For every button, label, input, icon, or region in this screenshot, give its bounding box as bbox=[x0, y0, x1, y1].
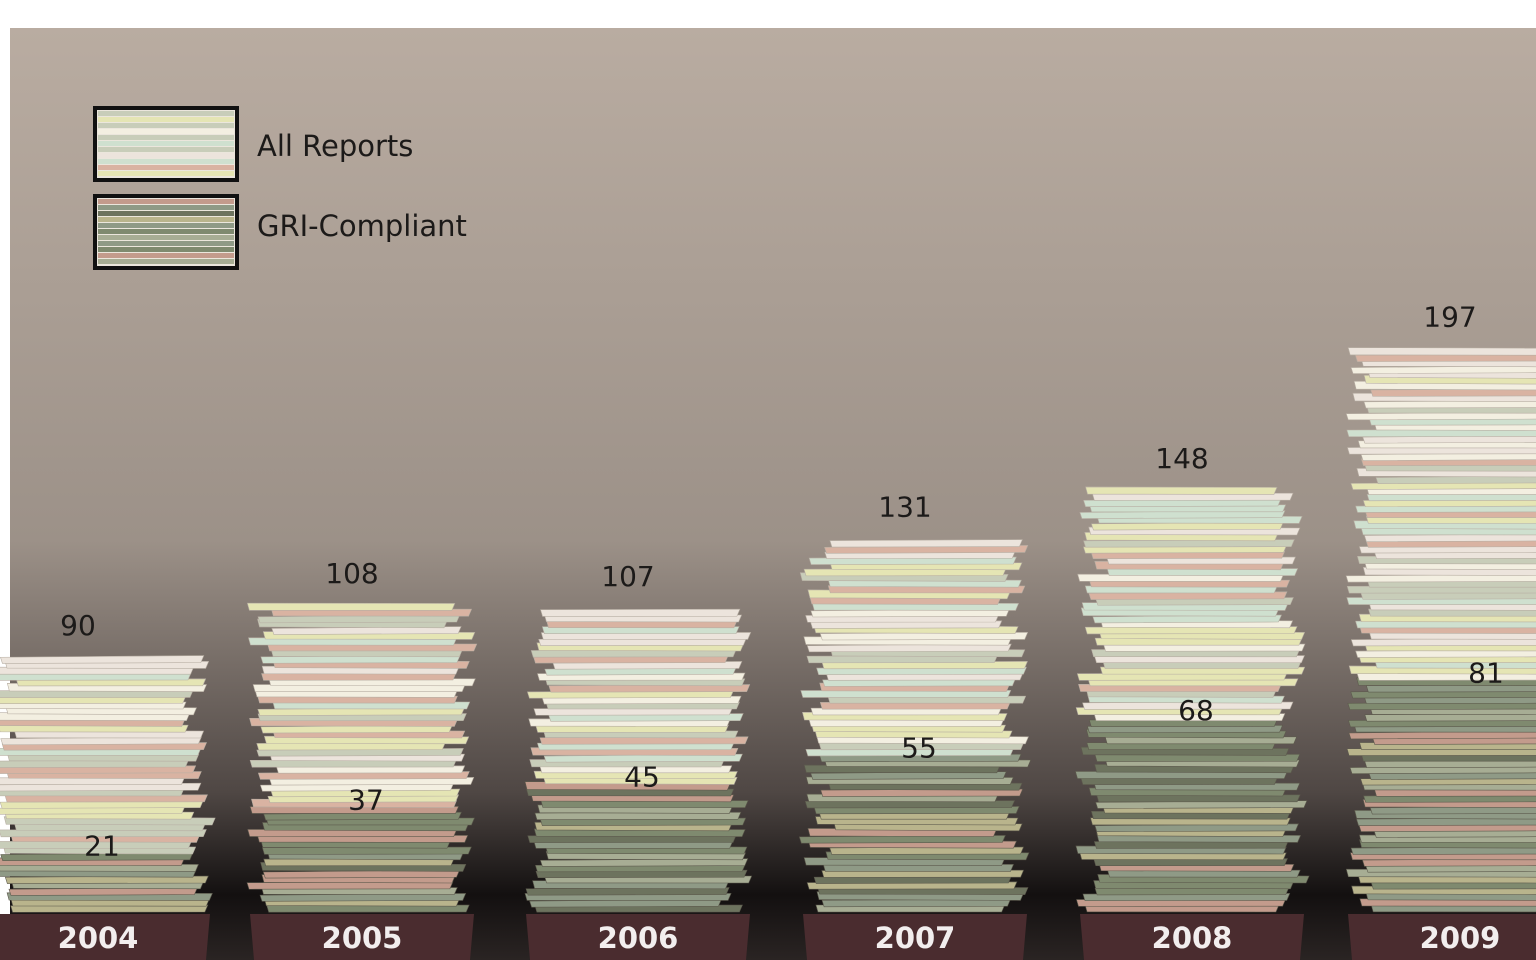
report-sheet bbox=[0, 655, 205, 664]
data-label-gri-compliant-2007: 55 bbox=[901, 732, 937, 765]
report-sheet bbox=[829, 539, 1023, 548]
report-sheet bbox=[540, 608, 741, 617]
swatch-sheet bbox=[98, 247, 234, 252]
year-band-2006 bbox=[526, 914, 750, 960]
year-band-2009 bbox=[1348, 914, 1536, 960]
tick-label-2009: 2009 bbox=[1420, 921, 1501, 955]
legend: All Reports GRI-Compliant bbox=[93, 106, 467, 270]
swatch-sheet bbox=[98, 253, 234, 258]
swatch-sheet bbox=[98, 229, 234, 234]
stack-2006 bbox=[524, 608, 753, 960]
data-label-gri-compliant-2004: 21 bbox=[84, 830, 120, 863]
swatch-sheet bbox=[98, 217, 234, 222]
legend-item-all-reports: All Reports bbox=[93, 106, 413, 182]
swatch-sheet bbox=[98, 235, 234, 240]
data-label-gri-compliant-2009: 81 bbox=[1468, 657, 1504, 690]
swatch-sheet bbox=[98, 241, 234, 246]
report-sheet bbox=[1347, 347, 1536, 356]
year-band-2004 bbox=[0, 914, 210, 960]
stack-2008 bbox=[1075, 486, 1310, 960]
report-sheet bbox=[1085, 486, 1278, 495]
swatch-sheet bbox=[98, 205, 234, 210]
tick-label-2005: 2005 bbox=[322, 921, 403, 955]
paper-stack-dark-swatch bbox=[93, 194, 239, 270]
swatch-sheet bbox=[98, 153, 234, 158]
stack-2005 bbox=[246, 602, 478, 960]
data-label-gri-compliant-2006: 45 bbox=[624, 760, 660, 793]
tick-label-2008: 2008 bbox=[1152, 921, 1233, 955]
data-label-gri-compliant-2008: 68 bbox=[1178, 694, 1214, 727]
data-label-all-reports-2007: 131 bbox=[878, 491, 931, 524]
swatch-sheet bbox=[98, 135, 234, 140]
legend-item-gri-compliant: GRI-Compliant bbox=[93, 194, 467, 270]
data-label-all-reports-2006: 107 bbox=[601, 560, 654, 593]
paper-stack-light-swatch bbox=[93, 106, 239, 182]
swatch-sheet bbox=[98, 159, 234, 164]
tick-label-2004: 2004 bbox=[58, 921, 139, 955]
report-sheet bbox=[246, 602, 456, 611]
swatch-sheet bbox=[98, 129, 234, 134]
labels-layer: 2004 90 21 2005 108 37 2006 107 45 2007 131 55 2008 1… bbox=[58, 301, 1504, 955]
stack-2007 bbox=[798, 539, 1032, 960]
year-band-2005 bbox=[250, 914, 474, 960]
swatch-sheet bbox=[98, 223, 234, 228]
swatch-sheet bbox=[98, 211, 234, 216]
legend-label-gri-compliant: GRI-Compliant bbox=[257, 209, 467, 243]
data-label-all-reports-2005: 108 bbox=[325, 557, 378, 590]
swatch-sheet bbox=[98, 259, 234, 264]
tick-label-2006: 2006 bbox=[598, 921, 679, 955]
data-label-all-reports-2004: 90 bbox=[60, 609, 96, 642]
legend-label-all-reports: All Reports bbox=[257, 129, 413, 163]
data-label-all-reports-2009: 197 bbox=[1423, 301, 1476, 334]
swatch-sheet bbox=[98, 147, 234, 152]
stacks-layer bbox=[0, 347, 1536, 960]
tick-label-2007: 2007 bbox=[875, 921, 956, 955]
swatch-sheet bbox=[98, 111, 234, 116]
stack-2004 bbox=[0, 655, 216, 960]
swatch-sheet bbox=[98, 171, 234, 176]
swatch-sheet bbox=[98, 165, 234, 170]
swatch-sheet bbox=[98, 199, 234, 204]
year-band-2008 bbox=[1080, 914, 1304, 960]
data-label-all-reports-2008: 148 bbox=[1155, 442, 1208, 475]
swatch-sheet bbox=[98, 123, 234, 128]
swatch-sheet bbox=[98, 117, 234, 122]
swatch-sheet bbox=[98, 141, 234, 146]
data-label-gri-compliant-2005: 37 bbox=[348, 783, 384, 816]
stack-2009 bbox=[1345, 347, 1536, 960]
year-band-2007 bbox=[803, 914, 1027, 960]
